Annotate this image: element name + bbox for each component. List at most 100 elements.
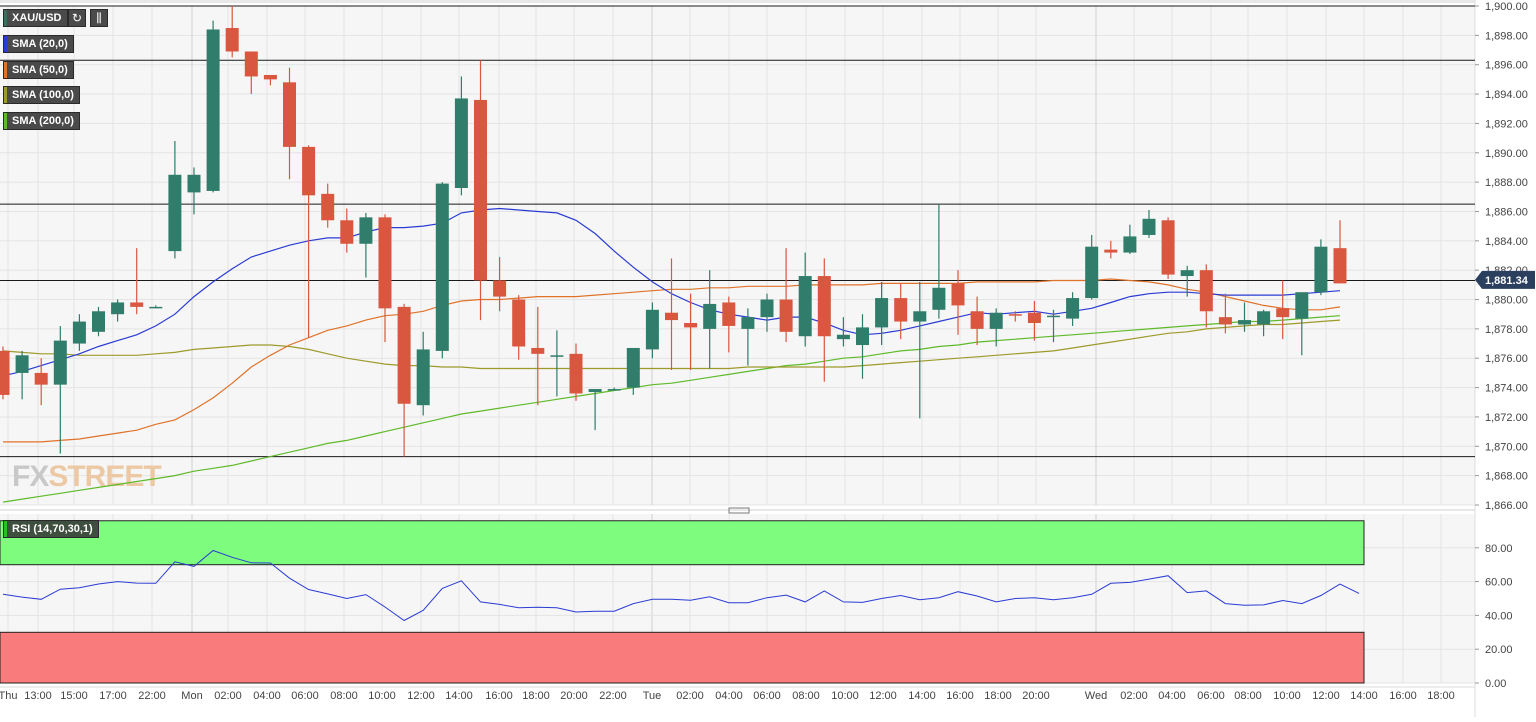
y-tick-label: 1,890.00 bbox=[1485, 148, 1528, 160]
x-tick-label: Wed bbox=[1085, 690, 1107, 702]
sma-200-swatch bbox=[4, 113, 7, 129]
y-tick-label: 1,878.00 bbox=[1485, 324, 1528, 336]
x-tick-label: 13:00 bbox=[24, 690, 52, 702]
candle-down bbox=[569, 353, 583, 394]
candle-up bbox=[72, 321, 86, 344]
candle-up bbox=[168, 174, 182, 252]
y-tick-label: 1,870.00 bbox=[1485, 441, 1528, 453]
x-tick-label: 18:00 bbox=[1427, 690, 1455, 702]
candle-down bbox=[1008, 314, 1022, 316]
sma-50-swatch bbox=[4, 62, 7, 78]
x-tick-label: 14:00 bbox=[908, 690, 936, 702]
rsi-tick-label: 20.00 bbox=[1485, 644, 1513, 656]
indicator-sma-200[interactable]: SMA (200,0) bbox=[3, 112, 80, 130]
x-tick-label: 16:00 bbox=[946, 690, 974, 702]
candle-down bbox=[817, 276, 831, 337]
indicator-sma-20[interactable]: SMA (20,0) bbox=[3, 35, 74, 53]
candle-down bbox=[779, 299, 793, 332]
candle-down bbox=[1218, 317, 1232, 325]
indicator-rsi[interactable]: RSI (14,70,30,1) bbox=[3, 520, 99, 538]
x-tick-label: 20:00 bbox=[560, 690, 588, 702]
x-tick-label: 18:00 bbox=[522, 690, 550, 702]
candle-up bbox=[607, 389, 621, 391]
candle-down bbox=[397, 306, 411, 404]
candle-up bbox=[359, 217, 373, 244]
x-tick-label: 10:00 bbox=[1273, 690, 1301, 702]
y-tick-label: 1,874.00 bbox=[1485, 383, 1528, 395]
x-tick-label: 18:00 bbox=[984, 690, 1012, 702]
x-tick-label: 12:00 bbox=[407, 690, 435, 702]
candle-up bbox=[1066, 298, 1080, 319]
candle-down bbox=[1027, 312, 1041, 324]
candle-up bbox=[15, 355, 29, 373]
chart-type-button[interactable]: ⫼ bbox=[90, 9, 108, 27]
candle-up bbox=[1180, 270, 1194, 277]
refresh-button[interactable]: ↻ bbox=[68, 9, 86, 27]
candle-up bbox=[1314, 246, 1328, 293]
x-tick-label: 06:00 bbox=[291, 690, 319, 702]
x-tick-label: 20:00 bbox=[1022, 690, 1050, 702]
candle-up bbox=[856, 327, 869, 346]
candle-up bbox=[1123, 236, 1137, 253]
rsi-line bbox=[2, 549, 1360, 622]
indicator-sma-50[interactable]: SMA (50,0) bbox=[3, 61, 74, 79]
candle-up bbox=[703, 303, 717, 329]
x-tick-label: 12:00 bbox=[1312, 690, 1340, 702]
y-tick-label: 1,866.00 bbox=[1485, 500, 1528, 512]
x-tick-label: Tue bbox=[643, 690, 662, 702]
symbol-label: XAU/USD bbox=[12, 12, 62, 24]
sma200-line bbox=[2, 315, 1341, 503]
candle-up bbox=[1238, 320, 1251, 325]
candle-up bbox=[416, 349, 430, 406]
candle-down bbox=[951, 283, 965, 306]
candle-down bbox=[1161, 220, 1175, 275]
x-tick-label: 12:00 bbox=[869, 690, 897, 702]
candle-up bbox=[1085, 246, 1099, 299]
x-tick-label: 02:00 bbox=[676, 690, 704, 702]
last-price-tag bbox=[1475, 270, 1535, 289]
x-tick-label: 15:00 bbox=[60, 690, 88, 702]
refresh-icon: ↻ bbox=[71, 11, 83, 25]
rsi-tick-label: 80.00 bbox=[1485, 543, 1513, 555]
symbol-selector[interactable]: XAU/USD bbox=[3, 9, 68, 27]
candle-down bbox=[1276, 308, 1290, 318]
indicator-label: SMA (200,0) bbox=[12, 115, 74, 127]
candle-up bbox=[913, 311, 927, 322]
y-tick-label: 1,894.00 bbox=[1485, 89, 1528, 101]
y-tick-label: 1,900.00 bbox=[1485, 1, 1528, 13]
candle-up bbox=[760, 299, 774, 318]
x-tick-label: 02:00 bbox=[214, 690, 242, 702]
x-tick-label: 16:00 bbox=[485, 690, 513, 702]
candle-down bbox=[1104, 249, 1118, 253]
candle-up bbox=[187, 174, 201, 193]
candle-down bbox=[34, 372, 48, 385]
indicator-sma-100[interactable]: SMA (100,0) bbox=[3, 86, 80, 104]
y-tick-label: 1,880.00 bbox=[1485, 295, 1528, 307]
candle-down bbox=[340, 220, 354, 244]
candle-down bbox=[1199, 270, 1213, 312]
y-tick-label: 1,868.00 bbox=[1485, 471, 1528, 483]
candle-down bbox=[283, 82, 296, 147]
x-tick-label: Mon bbox=[181, 690, 202, 702]
rsi-swatch bbox=[4, 521, 7, 537]
candle-up bbox=[989, 312, 1003, 329]
candle-up bbox=[149, 306, 163, 309]
candle-down bbox=[1333, 248, 1347, 284]
candle-down bbox=[0, 350, 10, 395]
sma-20-swatch bbox=[4, 36, 7, 52]
candle-up bbox=[1295, 292, 1309, 319]
candle-down bbox=[302, 146, 316, 196]
candle-down bbox=[894, 298, 908, 322]
candle-up bbox=[875, 298, 889, 328]
candle-up bbox=[206, 29, 220, 191]
candle-up bbox=[836, 334, 850, 340]
candles bbox=[0, 6, 1347, 457]
candle-down bbox=[512, 299, 526, 347]
indicator-label: RSI (14,70,30,1) bbox=[12, 523, 93, 535]
x-tick-label: 08:00 bbox=[1234, 690, 1262, 702]
x-tick-label: 16:00 bbox=[1389, 690, 1417, 702]
candle-up bbox=[645, 309, 659, 350]
x-tick-label: 10:00 bbox=[368, 690, 396, 702]
